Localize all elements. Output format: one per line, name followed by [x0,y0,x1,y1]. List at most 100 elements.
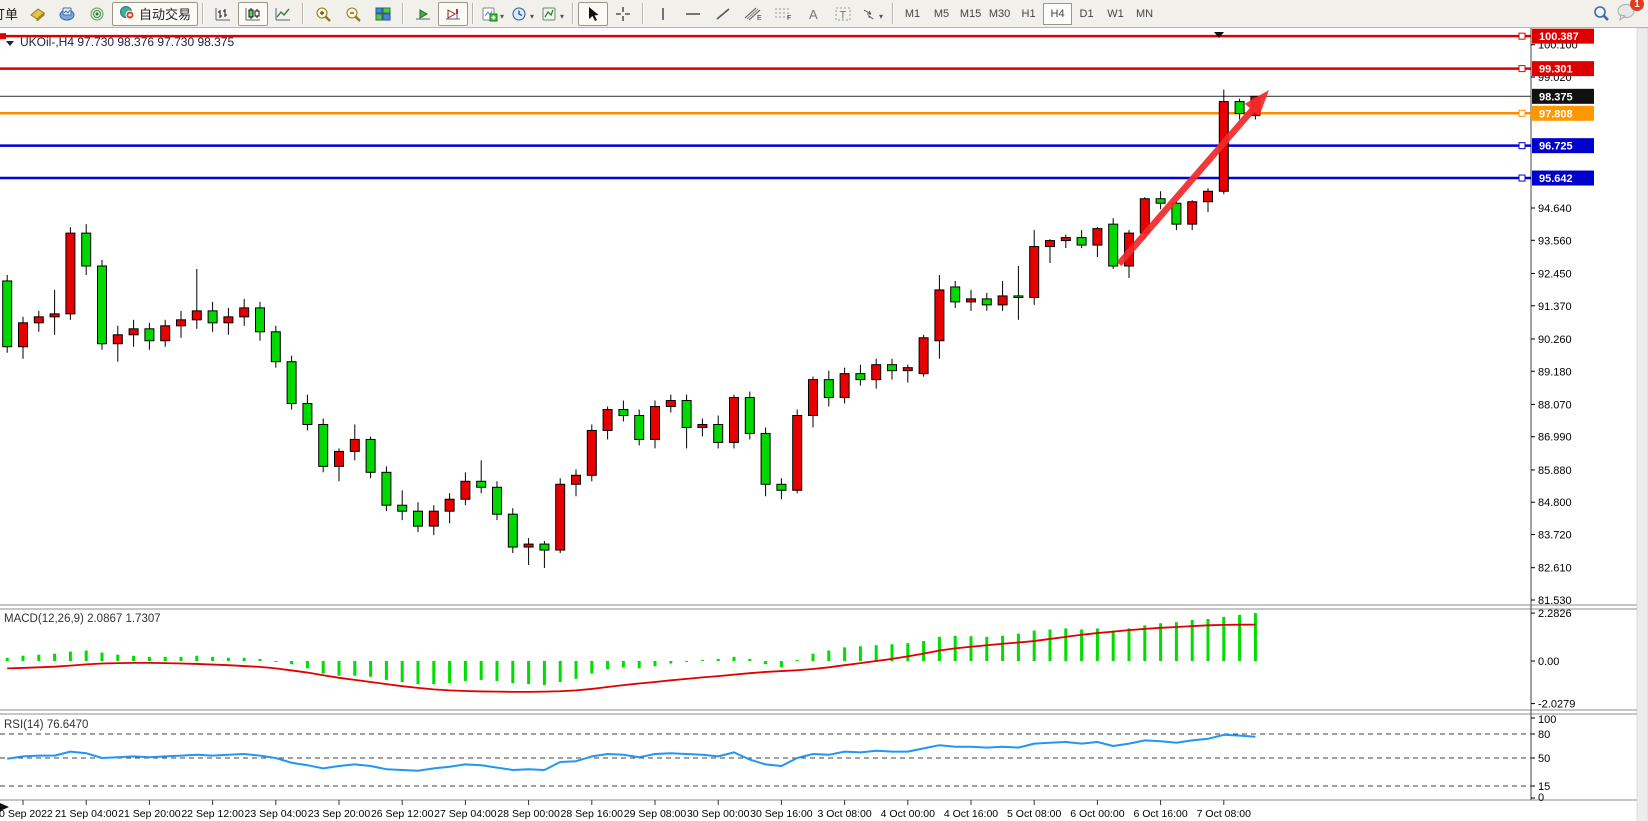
candlestick-chart-button[interactable] [238,1,269,26]
candle-body [460,480,471,500]
zoom-in-button[interactable] [308,2,338,26]
timeframe-m1[interactable]: M1 [904,7,921,20]
candle-body [776,483,787,491]
timeframe-m15[interactable]: M15 [959,7,982,20]
price-tick-label: 83.720 [1538,530,1572,542]
candle-body [871,364,882,381]
price-badge-100.387[interactable] [1532,28,1594,44]
trendline-button[interactable] [708,2,738,26]
chart-area[interactable]: UKOil-,H4 97.730 98.376 97.730 98.375 100… [0,28,1648,821]
macd-histogram-bar [1080,629,1084,661]
horizontal-line-button[interactable] [678,2,708,26]
zoom-out-button[interactable] [338,2,368,26]
price-tick-label: 89.180 [1538,366,1572,378]
new-order-button[interactable] [22,2,52,26]
line-handle[interactable] [1518,65,1526,73]
candle-body [1060,237,1071,242]
timeframe-h4[interactable]: H4 [1043,2,1073,25]
macd-histogram-bar [1238,614,1242,661]
price-badge-96.725[interactable] [1532,138,1594,154]
line-chart-button[interactable] [268,2,298,26]
cursor-button[interactable] [578,1,609,26]
macd-histogram-bar [1143,625,1147,661]
svg-text:A: A [809,7,818,22]
macd-histogram-bar [5,657,9,661]
price-badge-label: 95.642 [1539,173,1573,185]
crosshair-button[interactable] [608,2,638,26]
macd-signal-line [7,623,1256,693]
arrows-button[interactable]: ▾ [858,2,888,26]
macd-histogram-bar [764,661,768,665]
candle-body [144,328,155,342]
candle-body [428,510,439,527]
time-tick-label: 30 Sep 16:00 [750,808,813,820]
line-handle[interactable] [0,33,6,40]
line-handle[interactable] [1518,174,1526,182]
auto-trading-button[interactable]: 自动交易 [112,1,199,26]
timeframe-d1[interactable]: D1 [1079,7,1094,20]
candle-body [239,307,250,318]
macd-histogram-bar [606,661,610,670]
timeframe-m5[interactable]: M5 [933,7,950,20]
svg-text:▾: ▾ [560,12,564,21]
notifications-button[interactable]: 1 [1616,0,1644,26]
auto-scroll-button[interactable] [408,2,438,26]
time-tick-label: 29 Sep 08:00 [624,808,687,820]
candle-body [318,423,329,467]
price-badge-95.642[interactable] [1532,170,1594,186]
new-order-icon [29,6,46,21]
vertical-line-button[interactable] [648,2,678,26]
line-handle[interactable] [1518,142,1526,150]
macd-histogram-bar [1064,628,1068,661]
add-indicator-button[interactable]: ▾ [478,2,508,26]
timeframe-mn[interactable]: MN [1135,7,1154,20]
chart-shift-marker[interactable] [1214,32,1224,38]
price-tick-label: 94.640 [1538,203,1572,215]
tile-windows-button[interactable] [368,2,398,26]
periods-button[interactable]: ▾ [508,2,538,26]
candle-body [207,310,218,324]
candle-body [65,232,76,315]
window-edge-strip [1636,28,1648,821]
bar-chart-button[interactable] [208,2,238,26]
zoom-in-icon [314,6,332,22]
profile-button[interactable] [52,2,82,26]
price-badge-label: 96.725 [1539,141,1573,153]
price-badge-label: 99.301 [1539,64,1573,76]
chat-icon [1616,4,1638,25]
rsi-axis-label: 80 [1538,729,1550,741]
symbol-dropdown-icon[interactable] [6,41,14,46]
price-badge-99.301[interactable] [1532,61,1594,77]
trend-arrow-head[interactable] [1244,90,1269,117]
chart-shift-button[interactable] [438,1,469,26]
timeframe-h1[interactable]: H1 [1021,7,1036,20]
time-tick-label: 20 Sep 2022 [0,808,53,820]
channel-button[interactable]: E [738,2,768,26]
candle-body [112,334,123,345]
macd-histogram-bar [321,661,325,674]
candle-body [33,316,44,324]
text-button[interactable]: A [798,2,828,26]
new-order-label[interactable]: 订单 [0,7,19,22]
fibonacci-button[interactable]: F [768,2,798,26]
macd-histogram-bar [84,650,88,661]
search-button[interactable] [1586,2,1616,26]
line-handle[interactable] [1518,109,1526,117]
time-tick-label: 26 Sep 12:00 [371,808,434,820]
templates-button[interactable]: ▾ [538,2,568,26]
macd-histogram-bar [53,653,57,661]
rsi-label: RSI(14) 76.6470 [4,719,88,731]
timeframe-w1[interactable]: W1 [1107,7,1124,20]
price-badge-98.375[interactable] [1532,88,1594,104]
label-button[interactable]: T [828,2,858,26]
trend-arrow[interactable] [1116,105,1257,267]
timeframe-m30[interactable]: M30 [988,7,1011,20]
macd-histogram-bar [732,656,736,661]
signals-button[interactable] [82,2,112,26]
macd-histogram-bar [811,653,815,661]
candle-body [302,403,313,425]
line-handle[interactable] [1518,32,1526,40]
macd-histogram-bar [590,661,594,674]
price-badge-97.808[interactable] [1532,105,1594,121]
candle-body [492,486,502,515]
